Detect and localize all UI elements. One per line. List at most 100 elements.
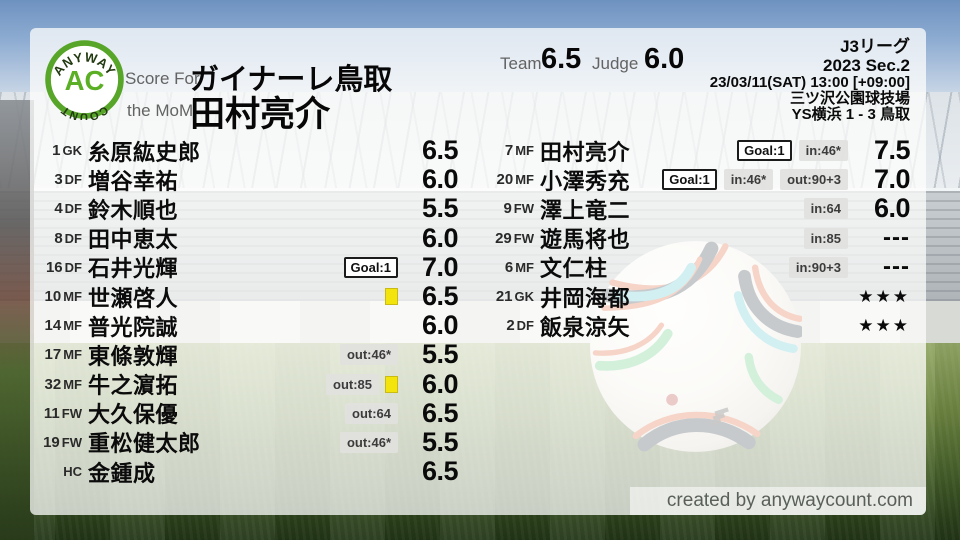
player-position: GK <box>62 143 83 159</box>
player-position: MF <box>63 347 82 363</box>
player-number-position: 3 DF <box>36 171 82 188</box>
player-rating: ★★★ <box>858 286 910 306</box>
player-name: 文仁柱 <box>540 256 608 282</box>
player-name: 世瀬啓人 <box>88 285 179 311</box>
goal-badge: Goal:1 <box>343 256 398 278</box>
judge-score-label: Judge <box>592 54 639 73</box>
player-number: 17 <box>44 346 62 364</box>
player-rating: 6.0 <box>421 368 459 399</box>
mom-name: 田村亮介 <box>190 95 331 134</box>
player-position: MF <box>515 172 534 188</box>
player-row: 16 DF 石井光輝 Goal:1 7.0 <box>36 251 459 282</box>
player-row: 9 FW 澤上竜二 in:64 6.0 <box>484 193 910 223</box>
player-number-position: 29 FW <box>484 230 534 247</box>
substitution-badge: out:46* <box>339 431 398 453</box>
yellow-card-icon <box>385 375 398 393</box>
team-score-label: Team <box>500 54 542 73</box>
player-rating: 5.5 <box>421 426 459 457</box>
player-position: DF <box>64 259 82 275</box>
player-number-position: HC <box>36 464 82 479</box>
substitution-badge: in:46* <box>798 140 848 162</box>
player-rating: 6.0 <box>421 310 459 341</box>
scorecard-panel <box>30 28 926 515</box>
team-score-value: 6.5 <box>541 43 582 75</box>
player-number-position: 8 DF <box>36 230 82 247</box>
player-number-position: 7 MF <box>484 142 534 159</box>
player-number: 19 <box>43 433 60 451</box>
player-rating: 6.0 <box>421 222 459 253</box>
player-position: HC <box>63 464 82 480</box>
player-rating: 6.0 <box>421 164 459 195</box>
anywaycount-logo: ANYWAY COUNT AC <box>45 40 124 120</box>
player-number: 32 <box>44 375 62 393</box>
logo-ac-text: AC <box>65 65 105 96</box>
player-position: FW <box>61 434 82 450</box>
credit-text: created by anywaycount.com <box>666 490 913 511</box>
player-number: 16 <box>45 258 63 276</box>
player-rating: 5.5 <box>421 339 459 370</box>
player-number: 11 <box>43 404 60 422</box>
player-position: FW <box>61 405 82 421</box>
player-number-position: 11 FW <box>36 405 82 422</box>
player-name: 普光院誠 <box>88 314 179 340</box>
player-row: 7 MF 田村亮介 Goal:1 in:46* 7.5 <box>484 135 911 166</box>
player-number-position: 32 MF <box>36 376 82 393</box>
player-position: MF <box>515 143 534 159</box>
player-rating: --- <box>883 253 910 281</box>
player-rating: 7.0 <box>421 251 459 282</box>
player-number: 3 <box>54 171 63 189</box>
player-number: 29 <box>495 229 512 247</box>
player-position: DF <box>516 318 534 334</box>
substitution-badge: out:46* <box>339 344 398 366</box>
player-position: MF <box>63 318 82 334</box>
player-number: 8 <box>54 229 63 247</box>
player-rating: 7.0 <box>873 164 911 195</box>
player-number-position: 20 MF <box>484 171 534 188</box>
player-name: 飯泉涼矢 <box>540 314 631 340</box>
player-row: 3 DF 増谷幸祐 6.0 <box>36 164 459 195</box>
player-rating: 6.5 <box>421 281 459 312</box>
substitution-badge: out:64 <box>345 402 398 424</box>
player-number-position: 19 FW <box>36 434 82 451</box>
match-result: YS横浜 1 - 3 鳥取 <box>791 105 910 123</box>
player-rating: 7.5 <box>873 135 911 166</box>
player-row: HC 金鍾成 6.5 <box>36 456 459 487</box>
player-name: 増谷幸祐 <box>88 168 179 194</box>
player-name: 東條敦輝 <box>88 343 179 369</box>
player-number-position: 9 FW <box>484 200 534 217</box>
player-name: 田中恵太 <box>88 227 179 253</box>
player-row: 6 MF 文仁柱 in:90+3 --- <box>484 253 910 282</box>
player-number-position: 16 DF <box>36 259 82 276</box>
goal-badge: Goal:1 <box>662 169 717 191</box>
player-number: 21 <box>495 288 513 306</box>
player-row: 19 FW 重松健太郎 out:46* 5.5 <box>36 426 459 457</box>
player-number: 6 <box>504 258 514 276</box>
player-number-position: 21 GK <box>484 288 534 305</box>
player-number-position: 10 MF <box>36 288 82 305</box>
player-name: 糸原紘史郎 <box>88 139 201 165</box>
yellow-card-icon <box>385 288 398 306</box>
player-rating: 6.5 <box>421 135 459 166</box>
player-name: 大久保優 <box>88 402 179 428</box>
player-name: 井岡海都 <box>540 285 631 311</box>
score-for-label: Score For <box>125 69 200 88</box>
player-rating: 5.5 <box>421 193 459 224</box>
player-number: 2 <box>506 317 515 335</box>
substitution-badge: out:85 <box>326 373 379 395</box>
player-row: 14 MF 普光院誠 6.0 <box>36 310 459 341</box>
player-position: DF <box>64 172 82 188</box>
player-row: 17 MF 東條敦輝 out:46* 5.5 <box>36 339 459 370</box>
player-name: 澤上竜二 <box>540 197 631 223</box>
player-number-position: 1 GK <box>36 142 82 159</box>
substitution-badge: in:64 <box>803 198 848 220</box>
substitution-badge: in:90+3 <box>788 256 848 278</box>
player-row: 2 DF 飯泉涼矢 ★★★ <box>484 311 910 340</box>
player-position: GK <box>514 289 535 305</box>
goal-badge: Goal:1 <box>737 140 792 162</box>
player-number: 14 <box>44 317 62 335</box>
venue-name: 三ツ沢公園球技場 <box>789 89 910 107</box>
player-row: 4 DF 鈴木順也 5.5 <box>36 193 459 224</box>
player-rating: 6.5 <box>421 456 459 487</box>
player-name: 金鍾成 <box>88 460 156 486</box>
